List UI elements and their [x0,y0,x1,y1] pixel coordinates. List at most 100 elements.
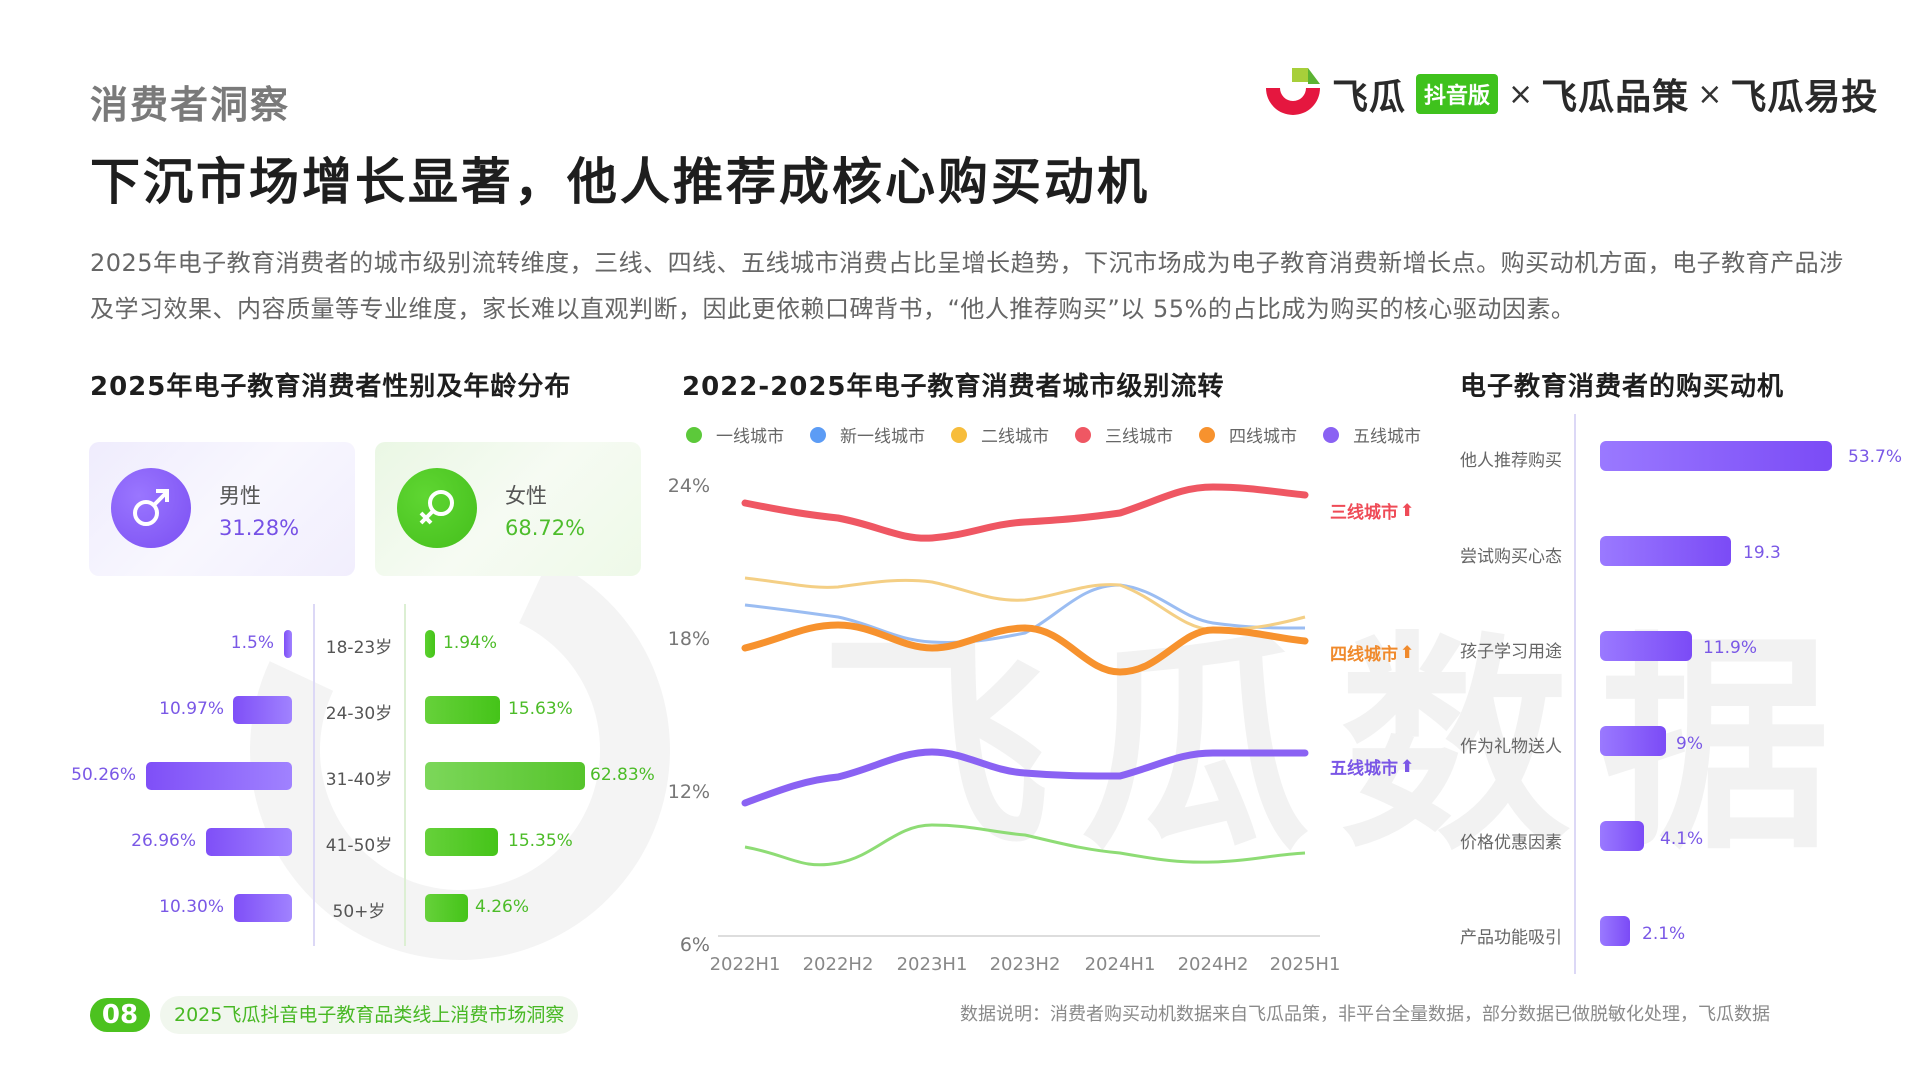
legend-item-tier3[interactable]: 三线城市 [1075,422,1173,447]
age-label: 50+岁 [332,902,386,922]
male-axis-divider [313,604,315,946]
x-tick: 2024H1 [1084,954,1156,975]
report-name: 2025飞瓜抖音电子教育品类线上消费市场洞察 [160,996,579,1034]
motivation-bar [1600,631,1692,661]
legend-label: 二线城市 [981,427,1049,447]
brand-pince: 飞瓜品策 [1541,77,1690,118]
legend-dot-icon [1075,426,1091,443]
brand-separator: × [1508,76,1534,112]
motivation-axis [1574,414,1576,974]
female-card: 女性 68.72% [375,442,641,576]
legend-label: 四线城市 [1229,427,1297,447]
y-tick: 18% [667,628,710,650]
description-text: 2025年电子教育消费者的城市级别流转维度，三线、四线、五线城市消费占比呈增长趋… [90,249,1844,323]
series-line-tier4 [741,621,1309,676]
brand-feigua: 飞瓜 [1332,77,1407,118]
legend-dot-icon [1199,426,1215,443]
female-age-value: 4.26% [475,897,530,917]
x-tick: 2023H1 [896,954,968,975]
data-note: 数据说明：消费者购买动机数据来自飞瓜品策，非平台全量数据，部分数据已做脱敏化处理… [960,1004,1770,1025]
motivation-label: 他人推荐购买 [1460,451,1562,471]
legend-item-tier2[interactable]: 二线城市 [951,422,1049,447]
motivation-title: 电子教育消费者的购买动机 [1460,372,1785,402]
series-line-new-tier1 [744,583,1306,645]
motivation-value: 2.1% [1642,924,1686,944]
section-label: 消费者洞察 [90,83,291,127]
male-age-value: 10.30% [159,897,224,917]
motivation-value: 53.7% [1848,447,1903,467]
y-tick: 24% [667,475,710,497]
male-age-value: 26.96% [131,831,196,851]
page-title: 下沉市场增长显著，他人推荐成核心购买动机 [90,153,1150,211]
motivation-bar [1600,441,1832,471]
female-age-value: 1.94% [443,633,498,653]
series-line-tier5 [741,748,1309,807]
legend-item-tier4[interactable]: 四线城市 [1199,422,1297,447]
legend-item-tier5[interactable]: 五线城市 [1323,422,1421,447]
motivation-value: 4.1% [1660,829,1704,849]
brand-separator: × [1697,76,1723,112]
up-arrow-icon: ⬆ [1400,642,1415,663]
male-age-bar [146,762,292,790]
male-symbol-icon [111,468,191,548]
x-tick: 2025H1 [1269,954,1341,975]
motivation-bar [1600,536,1731,566]
motivation-bar [1600,916,1630,946]
up-arrow-icon: ⬆ [1400,756,1415,777]
male-label: 男性 [219,484,261,508]
legend-item-tier1[interactable]: 一线城市 [686,422,784,447]
legend-dot-icon [686,426,702,443]
brand-douyin-badge: 抖音版 [1416,74,1499,114]
motivation-label: 产品功能吸引 [1460,928,1562,948]
series-line-tier3 [741,483,1309,542]
male-age-value: 10.97% [159,699,224,719]
male-age-bar [233,696,292,724]
motivation-bar [1600,726,1666,756]
age-label: 18-23岁 [325,638,393,658]
female-axis-divider [404,604,406,946]
male-age-bar [234,894,292,922]
age-label: 41-50岁 [325,836,393,856]
city-level-title: 2022-2025年电子教育消费者城市级别流转 [682,372,1225,402]
female-age-value: 15.63% [508,699,573,719]
male-age-bar [284,630,292,658]
motivation-label: 孩子学习用途 [1460,642,1562,662]
female-age-value: 15.35% [508,831,573,851]
female-value: 68.72% [505,516,586,540]
y-tick: 6% [679,934,710,956]
legend-item-new-tier1[interactable]: 新一线城市 [810,422,925,447]
y-tick: 12% [667,781,710,803]
legend-dot-icon [810,426,826,443]
motivation-value: 11.9% [1703,638,1758,658]
motivation-label: 尝试购买心态 [1460,547,1562,567]
tier3-end-label: 三线城市 ⬆ [1330,500,1415,524]
male-value: 31.28% [219,516,300,540]
x-tick: 2024H2 [1177,954,1249,975]
legend-dot-icon [1323,426,1339,443]
female-symbol-icon [397,468,477,548]
legend-label: 三线城市 [1105,427,1173,447]
male-age-value: 1.5% [230,633,274,653]
legend-label: 五线城市 [1353,427,1421,447]
male-age-value: 50.26% [71,765,136,785]
female-label: 女性 [505,484,547,508]
series-line-tier1 [744,823,1306,867]
female-age-value: 62.83% [590,765,655,785]
brand-yitou: 飞瓜易投 [1730,77,1879,118]
female-age-bar [425,762,585,790]
x-tick: 2023H2 [989,954,1061,975]
female-age-bar [425,828,498,856]
motivation-label: 作为礼物送人 [1460,737,1562,757]
motivation-label: 价格优惠因素 [1460,833,1562,853]
x-tick: 2022H2 [802,954,874,975]
tier4-end-label: 四线城市 ⬆ [1330,642,1415,666]
motivation-bar [1600,821,1644,851]
feigua-logo-icon [1262,66,1324,122]
motivation-value: 9% [1676,734,1703,754]
female-age-bar [425,894,468,922]
age-label: 24-30岁 [325,704,393,724]
x-tick: 2022H1 [709,954,781,975]
tier5-end-label: 五线城市 ⬆ [1330,756,1415,780]
male-card: 男性 31.28% [89,442,355,576]
male-age-bar [206,828,292,856]
